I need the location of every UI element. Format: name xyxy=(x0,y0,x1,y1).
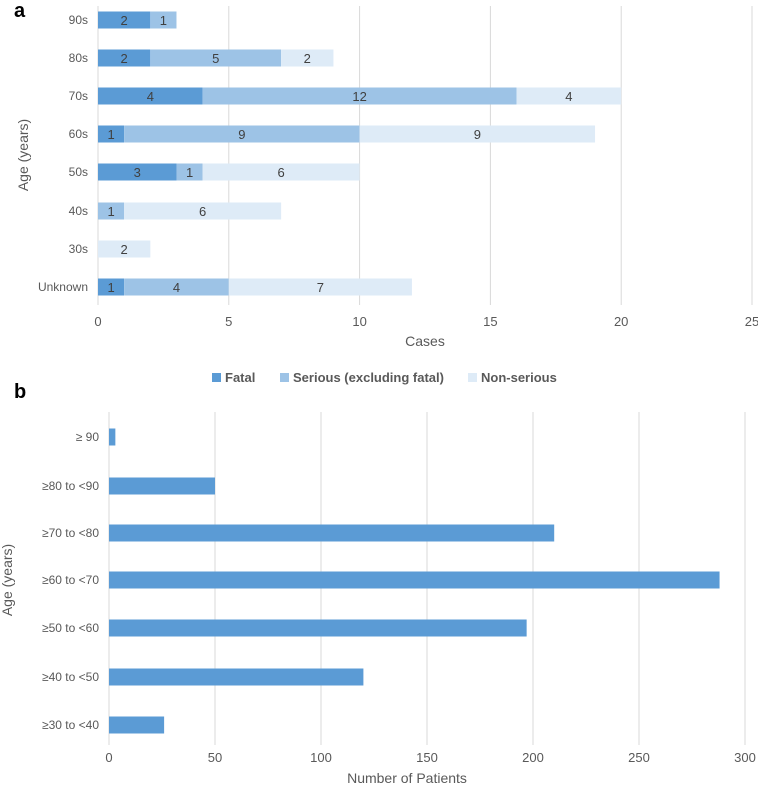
bar-70s-Non-serious xyxy=(516,87,622,105)
data-label: 9 xyxy=(238,127,245,142)
bar-50s-Non-serious xyxy=(202,163,360,181)
bar-Unknown-Non-serious xyxy=(228,278,412,296)
y-tick-label: 60s xyxy=(69,127,88,141)
x-tick-label: 15 xyxy=(483,314,497,329)
data-label: 5 xyxy=(212,51,219,66)
legend-item: Non-serious xyxy=(481,370,557,385)
x-axis-label: Cases xyxy=(405,333,445,349)
y-tick-label: 90s xyxy=(69,13,88,27)
bar-≥30 to <40-Patients xyxy=(109,716,165,734)
panel-label: a xyxy=(14,0,26,22)
bar-80s-Serious (excluding fatal) xyxy=(150,49,282,67)
y-tick-label: ≥50 to <60 xyxy=(42,621,99,635)
x-tick-label: 200 xyxy=(522,750,544,765)
legend-swatch xyxy=(212,373,221,382)
bar-40s-Serious (excluding fatal) xyxy=(98,202,125,220)
x-tick-label: 100 xyxy=(310,750,332,765)
bar-≥40 to <50-Patients xyxy=(109,668,364,686)
x-tick-label: 10 xyxy=(352,314,366,329)
data-label: 4 xyxy=(147,89,154,104)
data-label: 2 xyxy=(121,51,128,66)
data-label: 4 xyxy=(173,280,180,295)
data-label: 3 xyxy=(134,165,141,180)
panel-label: b xyxy=(14,381,26,403)
bar-60s-Non-serious xyxy=(359,125,596,143)
data-label: 6 xyxy=(278,165,285,180)
data-label: 2 xyxy=(121,13,128,28)
x-tick-label: 0 xyxy=(94,314,101,329)
data-label: 4 xyxy=(565,89,572,104)
x-tick-label: 0 xyxy=(105,750,112,765)
y-tick-label: 30s xyxy=(69,242,88,256)
y-tick-label: 70s xyxy=(69,89,88,103)
legend-swatch xyxy=(468,373,477,382)
y-tick-label: ≥70 to <80 xyxy=(42,526,99,540)
x-tick-label: 250 xyxy=(628,750,650,765)
y-tick-label: ≥80 to <90 xyxy=(42,479,99,493)
legend-item: Serious (excluding fatal) xyxy=(293,370,444,385)
bar-30s-Non-serious xyxy=(98,240,151,258)
y-tick-label: Unknown xyxy=(38,280,88,294)
x-tick-label: 20 xyxy=(614,314,628,329)
legend-item: Fatal xyxy=(225,370,255,385)
bar-80s-Non-serious xyxy=(281,49,334,67)
x-tick-label: 25 xyxy=(745,314,758,329)
data-label: 1 xyxy=(107,127,114,142)
chart-panel-b: b 0 50 100 150 200 250 300 Number of Patients Age… xyxy=(0,381,756,786)
y-tick-label: ≥60 to <70 xyxy=(42,573,99,587)
bar-Unknown-Serious (excluding fatal) xyxy=(124,278,229,296)
data-label: 7 xyxy=(317,280,324,295)
bar-60s-Fatal xyxy=(98,125,125,143)
bar-≥60 to <70-Patients xyxy=(109,571,720,589)
data-label: 2 xyxy=(121,242,128,257)
legend: Fatal Serious (excluding fatal) Non-seriou… xyxy=(212,370,557,385)
bar-80s-Fatal xyxy=(98,49,151,67)
x-tick-label: 5 xyxy=(225,314,232,329)
bar-90s-Fatal xyxy=(98,11,151,29)
bar-Unknown-Fatal xyxy=(98,278,125,296)
data-label: 1 xyxy=(107,280,114,295)
bar-90s-Serious (excluding fatal) xyxy=(150,11,177,29)
bar-≥80 to <90-Patients xyxy=(109,477,215,495)
bar-50s-Fatal xyxy=(98,163,177,181)
y-tick-label: 50s xyxy=(69,165,88,179)
data-label: 1 xyxy=(186,165,193,180)
data-label: 6 xyxy=(199,204,206,219)
y-tick-label: ≥40 to <50 xyxy=(42,670,99,684)
bar-≥ 90-Patients xyxy=(109,428,116,446)
x-axis-label: Number of Patients xyxy=(347,770,467,786)
bar-≥50 to <60-Patients xyxy=(109,619,527,637)
data-label: 1 xyxy=(160,13,167,28)
data-label: 2 xyxy=(304,51,311,66)
bar-≥70 to <80-Patients xyxy=(109,524,555,542)
y-tick-label: ≥ 90 xyxy=(76,430,100,444)
y-tick-label: 80s xyxy=(69,51,88,65)
bar-60s-Serious (excluding fatal) xyxy=(124,125,360,143)
y-axis-label: Age (years) xyxy=(0,544,15,616)
y-tick-label: ≥30 to <40 xyxy=(42,718,99,732)
data-label: 12 xyxy=(352,89,366,104)
bar-50s-Serious (excluding fatal) xyxy=(176,163,203,181)
x-tick-label: 50 xyxy=(208,750,222,765)
x-tick-label: 150 xyxy=(416,750,438,765)
bar-70s-Fatal xyxy=(98,87,203,105)
bar-40s-Non-serious xyxy=(124,202,282,220)
legend-swatch xyxy=(280,373,289,382)
y-axis-label: Age (years) xyxy=(15,119,31,191)
data-label: 1 xyxy=(107,204,114,219)
data-label: 9 xyxy=(474,127,481,142)
bar-70s-Serious (excluding fatal) xyxy=(202,87,517,105)
y-tick-label: 40s xyxy=(69,204,88,218)
x-tick-label: 300 xyxy=(734,750,756,765)
